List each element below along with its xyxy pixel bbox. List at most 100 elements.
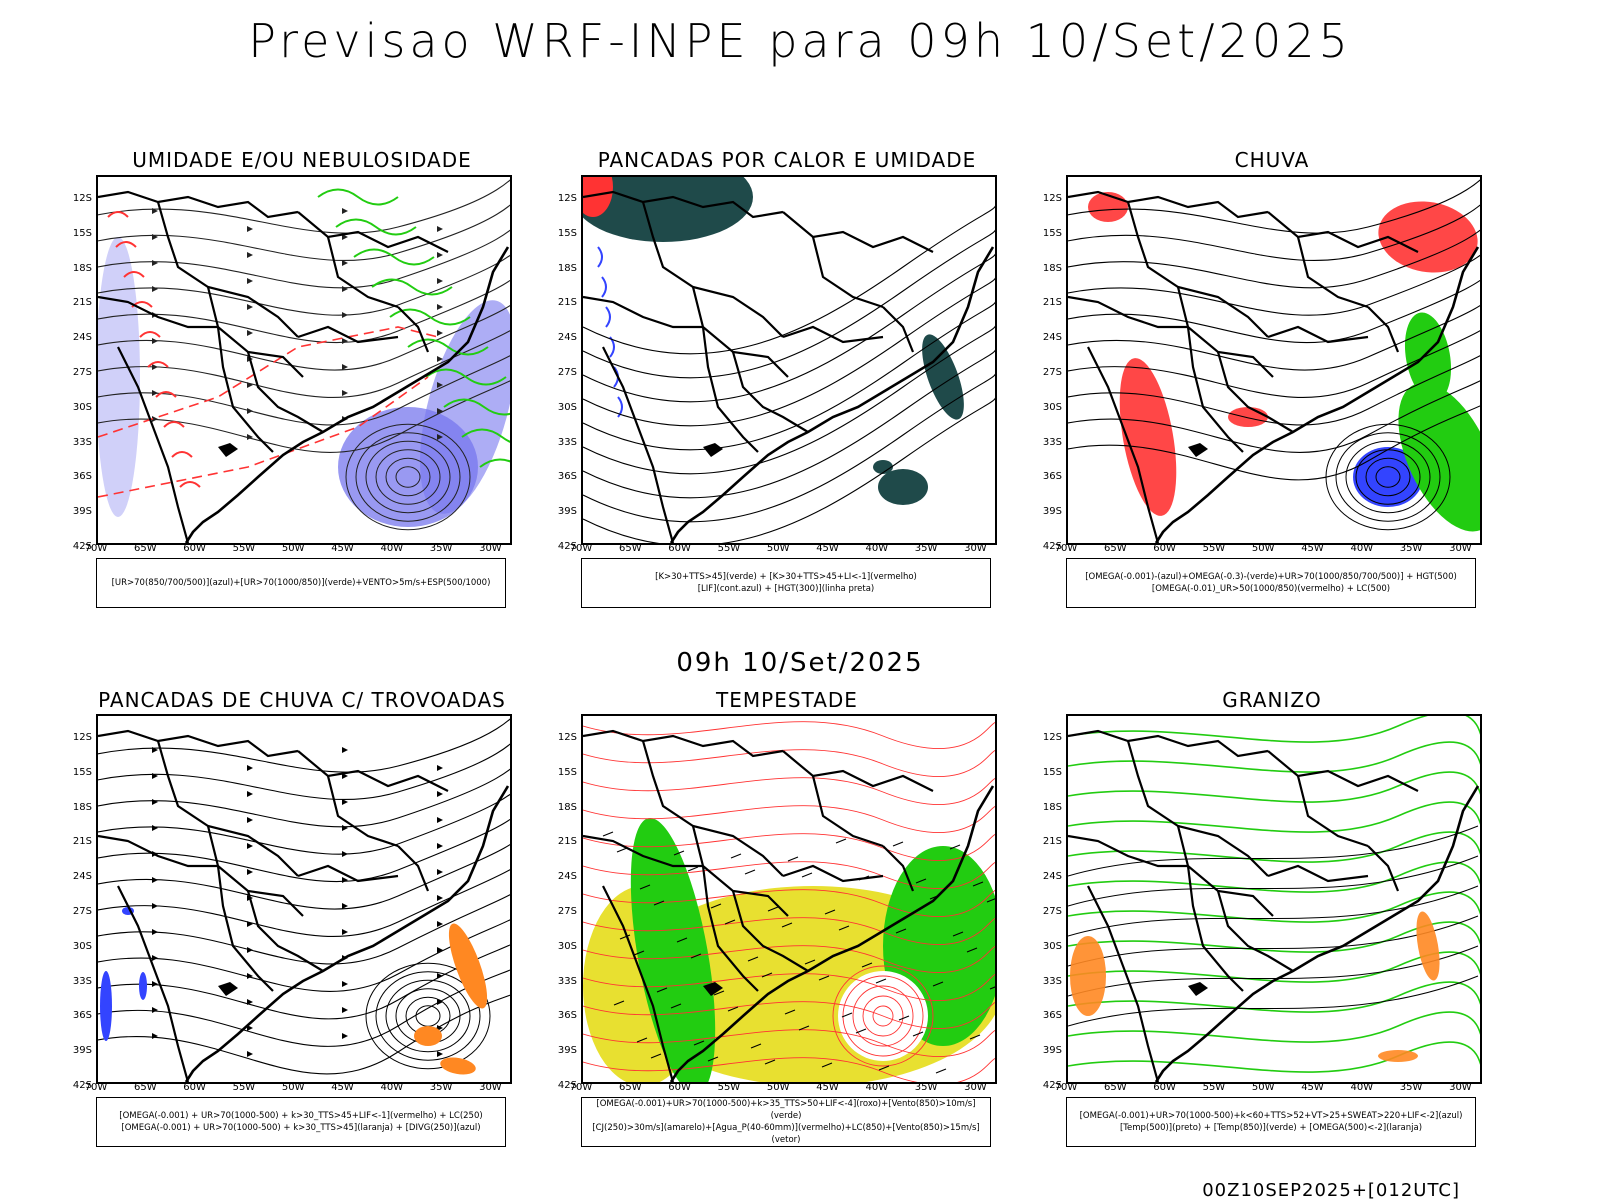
panel-title: PANCADAS POR CALOR E UMIDADE xyxy=(597,148,977,172)
latitude-label: 12S xyxy=(1042,732,1062,743)
legend-box: [OMEGA(-0.001)-(azul)+OMEGA(-0.3)-(verde… xyxy=(1066,558,1476,608)
longitude-label: 40W xyxy=(380,543,404,554)
longitude-label: 30W xyxy=(964,543,987,554)
legend-box: [OMEGA(-0.001) + UR>70(1000-500) + k>30_… xyxy=(96,1097,506,1147)
legend-line: [OMEGA(-0.001)-(azul)+OMEGA(-0.3)-(verde… xyxy=(1085,572,1457,582)
latitude-label: 33S xyxy=(557,436,577,448)
longitude-label: 50W xyxy=(766,1082,790,1093)
latitude-label: 12S xyxy=(72,732,92,743)
latitude-label: 39S xyxy=(557,1045,577,1057)
latitude-label: 24S xyxy=(557,871,577,883)
main-title: Previsao WRF-INPE para 09h 10/Set/2025 xyxy=(248,14,1352,68)
longitude-label: 55W xyxy=(232,543,256,554)
latitude-label: 42S xyxy=(72,1080,92,1091)
latitude-label: 30S xyxy=(557,401,577,413)
legend-box: [OMEGA(-0.001)+UR>70(1000-500)+k>35_TTS>… xyxy=(581,1097,991,1147)
longitude-label: 35W xyxy=(429,1082,453,1093)
longitude-label: 45W xyxy=(816,1082,839,1093)
longitude-label: 40W xyxy=(1350,543,1374,554)
latitude-label: 33S xyxy=(1042,436,1062,448)
map-graphic xyxy=(583,177,995,543)
latitude-label: 27S xyxy=(1042,367,1062,378)
latitude-label: 18S xyxy=(557,801,577,813)
latitude-label: 36S xyxy=(557,1010,577,1022)
latitude-label: 39S xyxy=(557,506,577,518)
latitude-label: 27S xyxy=(1042,906,1062,917)
latitude-label: 42S xyxy=(1042,541,1062,552)
map-graphic xyxy=(98,718,510,1082)
latitude-label: 18S xyxy=(72,262,92,274)
latitude-label: 30S xyxy=(1042,401,1062,413)
latitude-label: 15S xyxy=(557,227,577,239)
legend-line: [K>30+TTS>45](verde) + [K>30+TTS>45+LI<-… xyxy=(655,572,917,582)
longitude-label: 35W xyxy=(1399,1082,1423,1093)
longitude-label: 45W xyxy=(1301,1082,1324,1093)
longitude-label: 50W xyxy=(281,543,305,554)
longitude-label: 55W xyxy=(1202,1082,1226,1093)
forecast-time-label: 09h 10/Set/2025 xyxy=(676,648,924,678)
forecast-map xyxy=(96,714,512,1084)
legend-line: [UR>70(850/700/500)](azul)+[UR>70(1000/8… xyxy=(111,578,491,588)
latitude-label: 24S xyxy=(1042,332,1062,344)
longitude-label: 40W xyxy=(380,1082,404,1093)
legend-box: [UR>70(850/700/500)](azul)+[UR>70(1000/8… xyxy=(96,558,506,608)
legend-box: [K>30+TTS>45](verde) + [K>30+TTS>45+LI<-… xyxy=(581,558,991,608)
longitude-label: 70W xyxy=(84,1082,108,1093)
latitude-label: 36S xyxy=(1042,471,1062,483)
latitude-label: 18S xyxy=(557,262,577,274)
longitude-label: 45W xyxy=(331,543,354,554)
longitude-label: 35W xyxy=(914,1082,938,1093)
longitude-label: 65W xyxy=(618,543,642,554)
latitude-label: 30S xyxy=(557,940,577,952)
run-code-label: 00Z10SEP2025+[012UTC] xyxy=(1202,1180,1460,1201)
longitude-label: 65W xyxy=(1103,1082,1127,1093)
legend-line: [OMEGA(-0.001) + UR>70(1000-500) + k>30_… xyxy=(121,1123,481,1133)
panel-title: PANCADAS DE CHUVA C/ TROVOADAS xyxy=(98,688,506,712)
longitude-label: 60W xyxy=(668,543,691,554)
longitude-label: 70W xyxy=(1054,1082,1078,1093)
longitude-label: 50W xyxy=(1251,543,1275,554)
longitude-label: 45W xyxy=(331,1082,354,1093)
panel-title: UMIDADE E/OU NEBULOSIDADE xyxy=(132,148,472,172)
longitude-label: 70W xyxy=(569,543,593,554)
latitude-label: 21S xyxy=(557,836,577,848)
longitude-label: 60W xyxy=(1153,543,1176,554)
longitude-label: 40W xyxy=(865,543,889,554)
latitude-label: 21S xyxy=(1042,836,1062,848)
legend-line: [OMEGA(-0.01)_UR>50(1000/850)(vermelho) … xyxy=(1151,584,1391,594)
latitude-label: 39S xyxy=(1042,1045,1062,1057)
longitude-label: 65W xyxy=(133,1082,157,1093)
latitude-label: 36S xyxy=(72,471,92,483)
latitude-label: 12S xyxy=(557,193,577,204)
latitude-label: 42S xyxy=(557,1080,577,1091)
latitude-label: 39S xyxy=(72,506,92,518)
latitude-label: 15S xyxy=(1042,227,1062,239)
longitude-label: 70W xyxy=(569,1082,593,1093)
latitude-label: 24S xyxy=(72,332,92,344)
legend-box: [OMEGA(-0.001)+UR>70(1000-500)+k<60+TTS>… xyxy=(1066,1097,1476,1147)
longitude-label: 55W xyxy=(717,543,741,554)
latitude-label: 15S xyxy=(557,766,577,778)
latitude-label: 42S xyxy=(557,541,577,552)
longitude-label: 30W xyxy=(1449,543,1472,554)
longitude-label: 60W xyxy=(183,1082,206,1093)
longitude-label: 60W xyxy=(1153,1082,1176,1093)
latitude-label: 15S xyxy=(72,227,92,239)
forecast-map xyxy=(1066,714,1482,1084)
longitude-label: 50W xyxy=(1251,1082,1275,1093)
latitude-label: 12S xyxy=(557,732,577,743)
legend-line: [OMEGA(-0.001)+UR>70(1000-500)+k>35_TTS>… xyxy=(596,1099,976,1121)
forecast-map xyxy=(96,175,512,545)
longitude-label: 50W xyxy=(766,543,790,554)
longitude-label: 55W xyxy=(232,1082,256,1093)
latitude-label: 18S xyxy=(72,801,92,813)
longitude-label: 45W xyxy=(816,543,839,554)
longitude-label: 65W xyxy=(618,1082,642,1093)
longitude-label: 30W xyxy=(964,1082,987,1093)
latitude-label: 27S xyxy=(557,367,577,378)
latitude-label: 18S xyxy=(1042,801,1062,813)
map-graphic xyxy=(98,179,510,543)
legend-line: [Temp(500)](preto) + [Temp(850)](verde) … xyxy=(1119,1123,1423,1133)
latitude-label: 30S xyxy=(1042,940,1062,952)
panel-title: GRANIZO xyxy=(1222,688,1322,712)
